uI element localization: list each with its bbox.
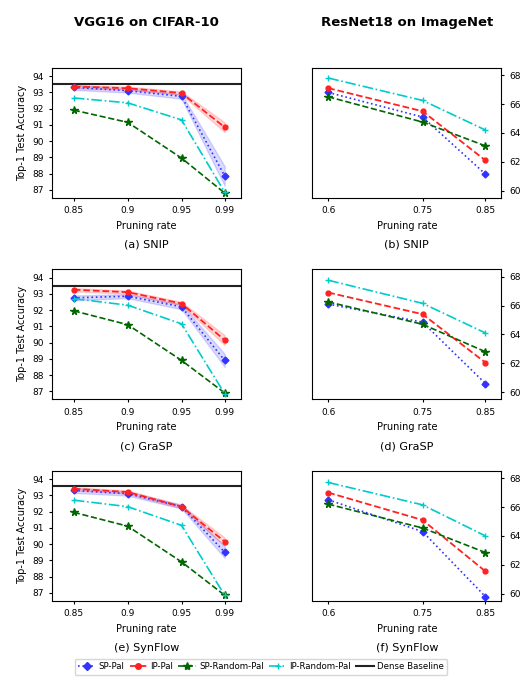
Text: VGG16 on CIFAR-10: VGG16 on CIFAR-10 (74, 16, 219, 29)
Text: (b) SNIP: (b) SNIP (384, 240, 429, 250)
X-axis label: Pruning rate: Pruning rate (376, 422, 437, 433)
Y-axis label: Top-1 Test Accuracy: Top-1 Test Accuracy (17, 488, 27, 584)
Text: (e) SynFlow: (e) SynFlow (114, 642, 179, 653)
X-axis label: Pruning rate: Pruning rate (116, 221, 177, 231)
X-axis label: Pruning rate: Pruning rate (376, 221, 437, 231)
Text: (a) SNIP: (a) SNIP (124, 240, 169, 250)
Text: (c) GraSP: (c) GraSP (121, 441, 173, 451)
Text: (d) GraSP: (d) GraSP (380, 441, 433, 451)
X-axis label: Pruning rate: Pruning rate (116, 422, 177, 433)
Text: ResNet18 on ImageNet: ResNet18 on ImageNet (321, 16, 493, 29)
Y-axis label: Top-1 Test Accuracy: Top-1 Test Accuracy (17, 85, 27, 181)
Text: (f) SynFlow: (f) SynFlow (375, 642, 438, 653)
Y-axis label: Top-1 Test Accuracy: Top-1 Test Accuracy (17, 287, 27, 382)
X-axis label: Pruning rate: Pruning rate (376, 624, 437, 634)
Legend: SP-Pal, IP-Pal, SP-Random-Pal, IP-Random-Pal, Dense Baseline: SP-Pal, IP-Pal, SP-Random-Pal, IP-Random… (75, 659, 447, 675)
X-axis label: Pruning rate: Pruning rate (116, 624, 177, 634)
